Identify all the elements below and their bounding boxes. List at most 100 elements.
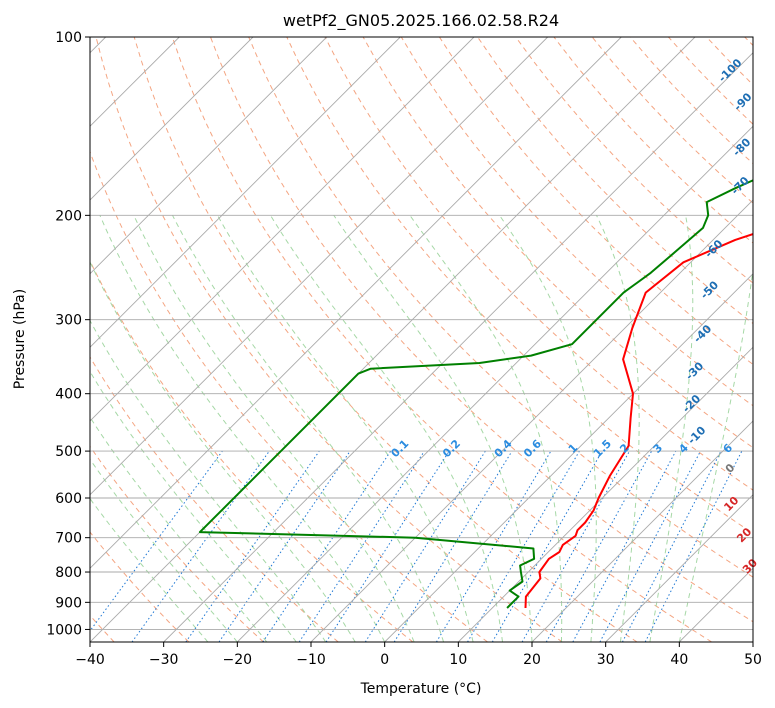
y-tick-label: 900: [55, 595, 82, 611]
y-tick-label: 700: [55, 531, 82, 547]
isotherm-label: -30: [683, 359, 706, 382]
isotherm-line: [531, 420, 753, 642]
isotherm-line: [90, 37, 475, 422]
isotherm-line: [90, 37, 549, 496]
moist-adiabat-line: [99, 215, 386, 642]
moist-adiabat-line: [172, 215, 445, 642]
dry-adiabat-line: [515, 37, 753, 284]
moist-adiabat-line: [596, 215, 640, 642]
mixing-ratio-line: [435, 450, 552, 642]
isotherm-line: [236, 125, 753, 642]
moist-adiabat-line: [409, 215, 563, 642]
y-tick-label: 300: [55, 313, 82, 329]
mixing-ratio-line: [325, 450, 450, 642]
moist-adiabat-line: [333, 215, 533, 642]
x-tick-label: 40: [670, 652, 688, 668]
y-tick-label: 800: [55, 565, 82, 581]
sounding-series: [198, 179, 753, 609]
moist-adiabat-line: [270, 215, 503, 642]
x-tick-label: 30: [597, 652, 615, 668]
mixing-ratio-label: 0.4: [492, 437, 515, 460]
isotherm-line: [605, 494, 753, 642]
dry-adiabat-line: [591, 37, 753, 204]
isotherm-label: -50: [698, 278, 721, 301]
mixing-ratio-line: [491, 450, 603, 642]
dry-adiabat-line: [90, 259, 414, 642]
dry-adiabat-line: [90, 531, 190, 642]
dry-adiabat-line: [438, 37, 753, 366]
x-tick-label: −20: [223, 652, 253, 668]
x-tick-label: −10: [296, 652, 326, 668]
mixing-ratio-line: [185, 450, 320, 642]
mixing-ratio-label: 6: [721, 441, 736, 456]
moist-adiabat-line: [90, 458, 238, 642]
y-tick-label: 500: [55, 444, 82, 460]
isotherm-label: -80: [730, 135, 753, 158]
mixing-ratio-label: 3: [651, 441, 666, 456]
isotherm-line: [90, 37, 622, 569]
isotherm-label: -10: [685, 424, 708, 447]
theta-e-label: 20: [734, 525, 754, 545]
mixing-ratio-line: [218, 450, 351, 642]
isotherms: [90, 37, 753, 642]
moist-adiabat-line: [90, 260, 356, 642]
isotherm-line: [457, 346, 753, 642]
isotherm-line: [90, 37, 401, 348]
moist-adiabat-line: [90, 319, 327, 642]
moist-adiabats: [90, 215, 753, 642]
dry-adiabat-line: [668, 37, 753, 125]
plot-frame: [89, 36, 754, 643]
dry-adiabat-line: [90, 445, 264, 642]
dry-adiabat-line: [133, 37, 638, 642]
dry-adiabat-line: [744, 37, 753, 47]
mixing-ratio-label: 1: [566, 441, 581, 456]
x-tick-label: −30: [149, 652, 179, 668]
mixing-ratio-line: [393, 450, 513, 642]
dry-adiabat-line: [248, 37, 753, 578]
mixing-ratio-line: [262, 450, 392, 642]
mixing-ratio-line: [298, 450, 425, 642]
moist-adiabat-line: [90, 416, 268, 642]
isotherm-label: -40: [691, 322, 714, 345]
y-tick-label: 100: [55, 30, 82, 46]
mixing-ratio-line: [644, 450, 743, 642]
mixing-ratio-line: [90, 450, 223, 632]
dry-adiabat-line: [706, 37, 753, 86]
x-axis: −40 −30 −20 −10 0 10 20 30 40 50: [75, 642, 762, 668]
y-tick-label: 200: [55, 208, 82, 224]
x-tick-label: 0: [380, 652, 389, 668]
plot-area: [90, 37, 753, 642]
isotherm-label: -60: [702, 237, 725, 260]
theta-e-label: 30: [740, 556, 760, 576]
moist-adiabat-line: [90, 497, 209, 642]
isotherm-line: [90, 37, 328, 275]
mixing-ratio-label: 0.6: [521, 437, 544, 460]
mixing-ratio-line: [364, 450, 486, 642]
x-tick-label: 20: [523, 652, 541, 668]
y-axis: 100 200 300 400 500 600 700 800 900 1000: [46, 30, 90, 638]
mixing-ratio-line: [467, 450, 580, 642]
x-axis-label: Temperature (°C): [360, 681, 482, 697]
mixing-ratio-line: [572, 450, 677, 642]
mixing-ratio-label: 0.1: [388, 437, 411, 460]
isotherm-line: [752, 641, 753, 642]
y-axis-label: Pressure (hPa): [12, 289, 28, 389]
mixing-ratio-label: 0.2: [440, 437, 463, 460]
mixing-ratio-line: [131, 450, 270, 642]
moist-adiabat-line: [90, 370, 297, 642]
temperature-line: [524, 232, 753, 609]
mixing-ratio-label: 4: [676, 441, 691, 456]
dry-adiabat-line: [210, 37, 753, 623]
pressure-gridlines: [90, 37, 753, 630]
moist-adiabat-line: [133, 215, 415, 642]
dry-adiabat-line: [95, 37, 563, 642]
isotherm-label: -90: [731, 90, 754, 113]
moist-adiabat-line: [649, 215, 694, 642]
isotherm-label: -20: [680, 392, 703, 415]
isotherm-label: -100: [716, 56, 745, 85]
dewpoint-line: [198, 179, 753, 609]
dry-adiabat-line: [400, 37, 753, 407]
isotherm-line: [90, 37, 254, 201]
chart-title: wetPf2_GN05.2025.166.02.58.R24: [283, 11, 559, 31]
